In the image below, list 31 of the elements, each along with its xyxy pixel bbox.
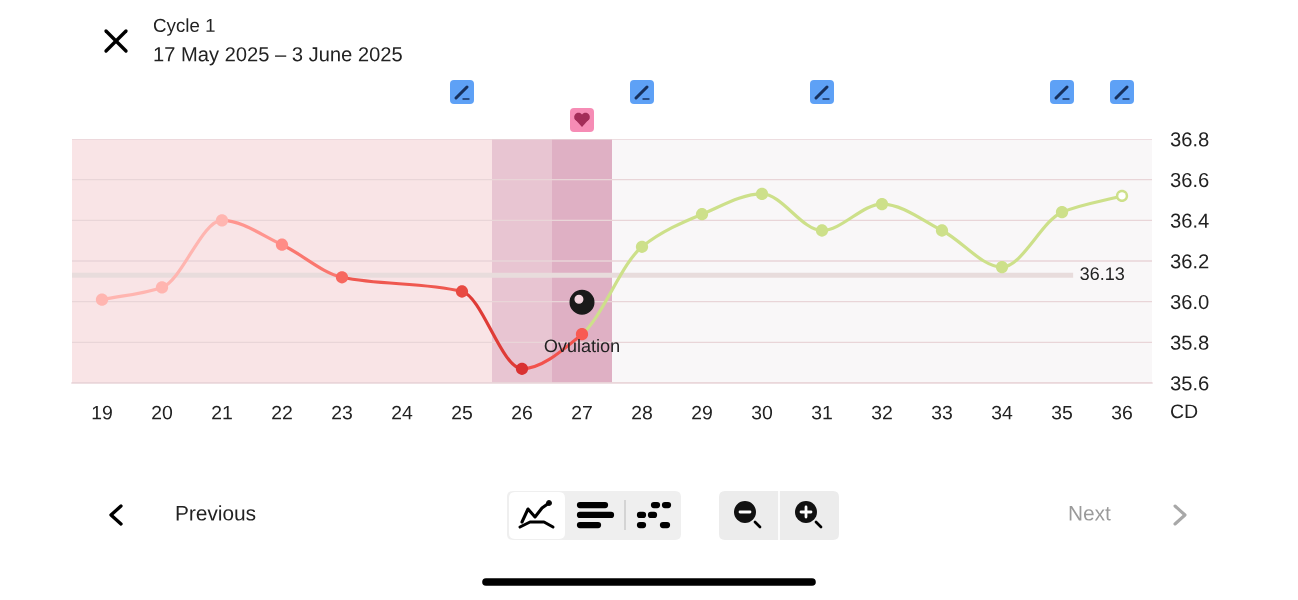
chart-title: Cycle 1 [153, 18, 215, 36]
text: Previous [176, 505, 256, 521]
x-tick-label: 19 [92, 405, 112, 420]
x-tick-label: 33 [931, 405, 952, 420]
x-tick-label: 24 [392, 405, 413, 420]
x-tick-label: 28 [632, 405, 652, 420]
x-tick-label: 25 [452, 405, 472, 420]
x-tick-label: 35 [1051, 405, 1072, 420]
y-tick-label: 36.0 [1170, 294, 1209, 310]
ref-line-label: 36.13 [1080, 267, 1125, 281]
x-tick-label: 30 [751, 405, 773, 420]
x-tick-label: 21 [212, 405, 232, 420]
chart-subtitle: 17 May 2025 – 3 June 2025 [154, 47, 402, 66]
x-tick-label: 32 [871, 405, 892, 420]
x-tick-label: 26 [512, 405, 532, 420]
x-tick-label: 23 [332, 405, 352, 420]
y-tick-label: 36.2 [1170, 254, 1209, 269]
y-tick-label: 36.4 [1170, 213, 1209, 228]
y-tick-label: 36.6 [1170, 172, 1209, 188]
x-axis-title: CD [1171, 404, 1198, 419]
x-tick-label: 34 [991, 405, 1013, 420]
x-tick-label: 20 [152, 405, 173, 420]
x-tick-label: 31 [811, 405, 832, 420]
x-tick-label: 36 [1111, 405, 1132, 420]
text: Next [1069, 506, 1111, 521]
y-tick-label: 35.6 [1170, 376, 1209, 391]
x-tick-label: 29 [692, 405, 712, 420]
x-tick-label: 22 [272, 405, 292, 420]
y-tick-label: 36.8 [1170, 132, 1209, 147]
x-tick-label: 27 [572, 405, 592, 420]
y-tick-label: 35.8 [1170, 335, 1209, 350]
